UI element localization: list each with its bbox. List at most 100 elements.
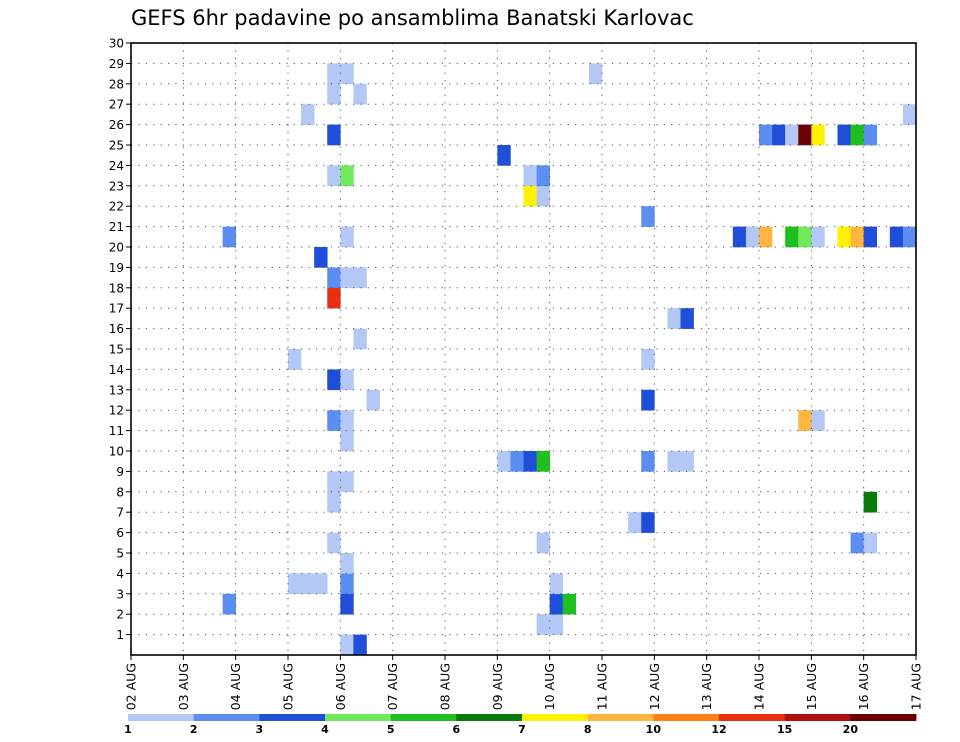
precip-cell xyxy=(366,389,380,411)
precip-cell xyxy=(863,532,878,554)
precip-cell xyxy=(562,593,577,615)
y-tick-label: 5 xyxy=(116,547,124,561)
colorbar-swatch xyxy=(390,714,457,721)
precip-cell xyxy=(353,634,367,656)
x-tick-label: 10 AUG xyxy=(542,663,557,710)
colorbar-label: 4 xyxy=(321,723,329,736)
colorbar-swatch xyxy=(128,714,195,721)
y-tick-label: 27 xyxy=(109,98,124,112)
precip-cell xyxy=(288,573,302,595)
precip-cell xyxy=(837,124,851,146)
colorbar-swatch xyxy=(784,714,851,721)
precip-cell xyxy=(327,471,341,493)
precip-cell xyxy=(288,349,302,370)
x-tick-label: 14 AUG xyxy=(752,663,767,710)
precip-cell xyxy=(837,226,851,248)
y-tick-label: 29 xyxy=(109,57,124,71)
x-tick-label: 08 AUG xyxy=(438,663,453,710)
cells-layer xyxy=(222,63,917,656)
precip-cell xyxy=(536,532,550,554)
colorbar-label: 6 xyxy=(453,723,461,736)
precip-cell xyxy=(327,287,341,309)
precip-cell xyxy=(863,124,878,146)
precip-cell xyxy=(811,226,825,248)
precip-cell xyxy=(327,165,341,187)
precip-cell xyxy=(510,451,524,472)
y-tick-label: 20 xyxy=(109,241,124,255)
precip-cell xyxy=(641,512,655,533)
precip-cell xyxy=(340,553,354,574)
precip-cell xyxy=(588,63,603,85)
precip-cell xyxy=(811,124,825,146)
precip-cell xyxy=(222,593,236,615)
y-tick-label: 9 xyxy=(116,465,124,479)
x-tick-label: 16 AUG xyxy=(856,663,871,710)
colorbar-swatch xyxy=(456,714,523,721)
precip-cell xyxy=(850,532,864,554)
colorbar-label: 8 xyxy=(584,723,592,736)
precip-cell xyxy=(759,124,773,146)
precip-cell xyxy=(863,491,878,513)
colorbar-swatch xyxy=(522,714,589,721)
precip-cell xyxy=(641,206,655,227)
precip-cell xyxy=(811,410,825,431)
precip-cell xyxy=(641,451,655,472)
colorbar-label: 2 xyxy=(190,723,198,736)
precip-cell xyxy=(680,308,694,329)
y-tick-label: 13 xyxy=(109,383,124,397)
y-tick-label: 3 xyxy=(116,587,124,601)
x-tick-label: 07 AUG xyxy=(385,663,400,710)
x-tick-label: 04 AUG xyxy=(228,663,243,710)
precip-cell xyxy=(850,226,864,248)
precip-cell xyxy=(301,573,315,595)
precip-cell xyxy=(536,614,550,635)
precip-cell xyxy=(497,451,511,472)
y-tick-label: 22 xyxy=(109,200,124,214)
precip-cell xyxy=(340,430,354,452)
x-tick-label: 03 AUG xyxy=(176,663,191,710)
precip-cell xyxy=(523,185,537,207)
precip-cell xyxy=(340,63,354,85)
precip-cell xyxy=(785,226,799,248)
precip-cell xyxy=(301,104,315,125)
y-tick-label: 6 xyxy=(116,526,124,540)
precip-cell xyxy=(628,512,642,533)
y-tick-label: 28 xyxy=(109,77,124,91)
precip-cell xyxy=(772,124,786,146)
y-tick-label: 16 xyxy=(109,322,124,336)
colorbar-label: 3 xyxy=(256,723,264,736)
precip-cell xyxy=(549,593,564,615)
precip-cell xyxy=(889,226,904,248)
precip-cell xyxy=(536,451,550,472)
y-tick-label: 18 xyxy=(109,281,124,295)
colorbar-label: 1 xyxy=(124,723,132,736)
precip-cell xyxy=(523,165,537,187)
precip-cell xyxy=(340,226,354,248)
precip-cell xyxy=(327,410,341,431)
precip-cell xyxy=(327,124,341,146)
precip-cell xyxy=(902,226,917,248)
precip-cell xyxy=(327,83,341,105)
y-tick-label: 4 xyxy=(116,567,124,581)
y-axis: 1234567891011121314151617181920212223242… xyxy=(109,37,131,642)
precip-cell xyxy=(850,124,864,146)
y-tick-label: 23 xyxy=(109,179,124,193)
colorbar-label: 12 xyxy=(711,723,726,736)
precip-cell xyxy=(536,185,550,207)
y-tick-label: 30 xyxy=(109,37,124,51)
precip-cell xyxy=(340,573,354,595)
y-tick-label: 11 xyxy=(109,424,124,438)
y-tick-label: 15 xyxy=(109,343,124,357)
y-tick-label: 17 xyxy=(109,302,124,316)
precip-cell xyxy=(667,451,681,472)
x-tick-label: 11 AUG xyxy=(595,663,610,710)
precip-cell xyxy=(340,165,354,187)
y-tick-label: 14 xyxy=(109,363,124,377)
precip-cell xyxy=(732,226,747,248)
precip-cell xyxy=(667,308,681,329)
precip-cell xyxy=(340,634,354,656)
x-tick-label: 13 AUG xyxy=(699,663,714,710)
x-tick-label: 02 AUG xyxy=(124,663,139,710)
colorbar-swatch xyxy=(653,714,720,721)
precip-cell xyxy=(745,226,760,248)
